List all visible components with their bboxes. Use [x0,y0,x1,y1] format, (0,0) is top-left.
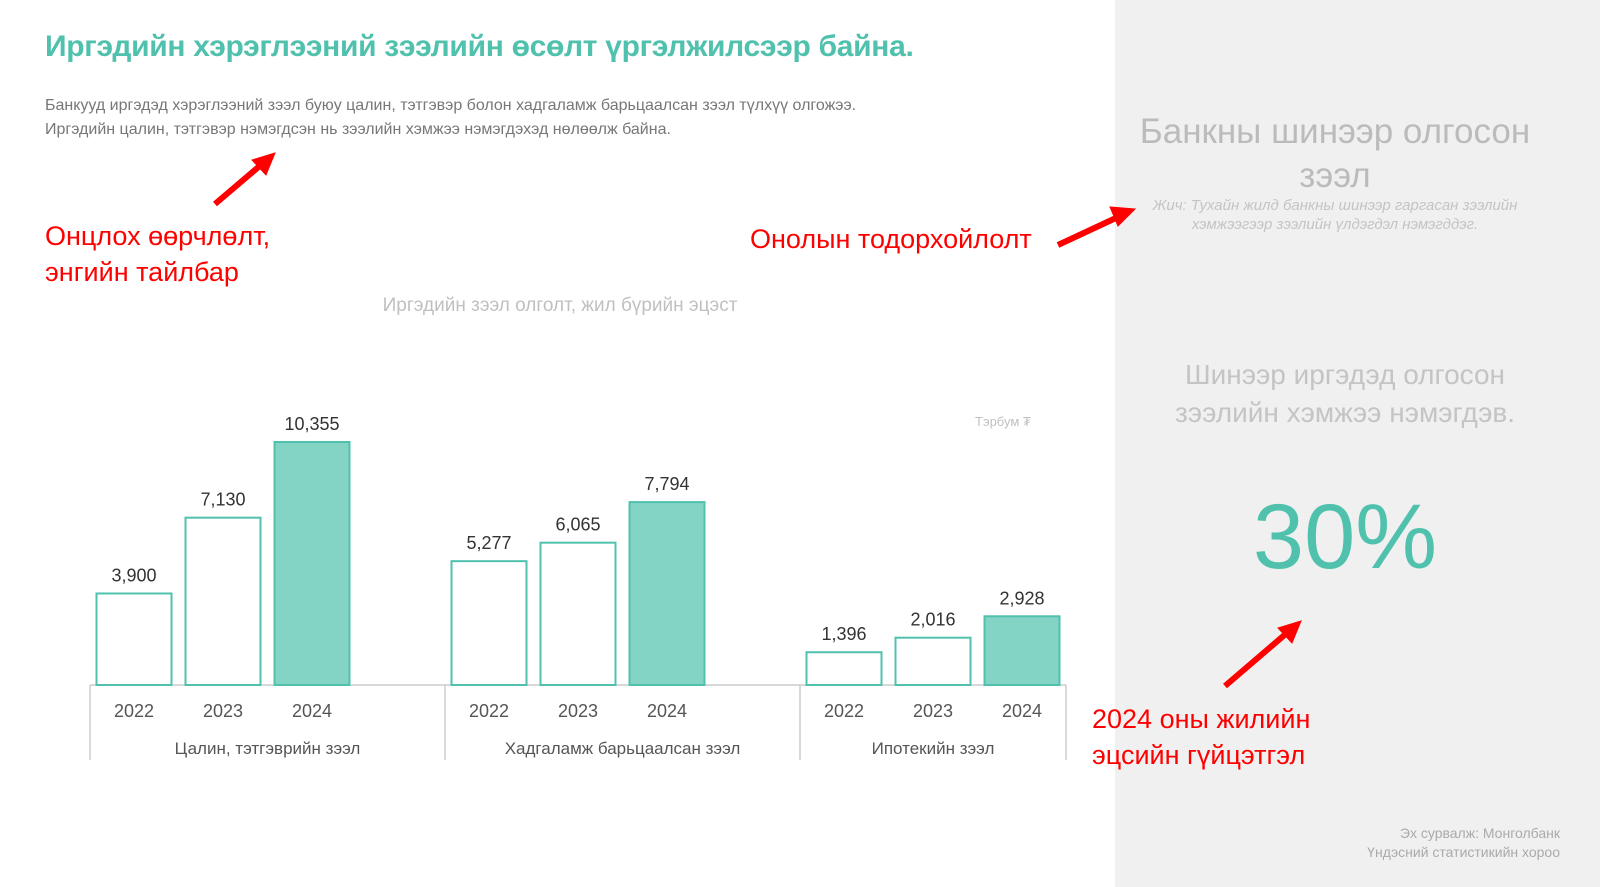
data-label: 1,396 [821,624,866,644]
bar [95,592,173,687]
bar [450,560,528,686]
annotation-middle: Онолын тодорхойлолт [750,224,1032,254]
source: Эх сурвалж: Монголбанк Үндэсний статисти… [1367,824,1560,862]
chart-title: Иргэдийн зээл олголт, жил бүрийн эцэст [382,295,738,316]
data-label: 7,794 [644,474,689,494]
category-label: Хадгаламж барьцаалсан зээл [505,739,741,758]
year-tick-label: 2023 [203,701,243,721]
panel-heading: Банкны шинээр олгосон зээл [1139,112,1531,195]
year-tick-label: 2022 [469,701,509,721]
source-line: Эх сурвалж: Монголбанк [1399,825,1560,841]
subtitle: Банкууд иргэдэд хэрэглээний зээл буюу ца… [45,94,856,142]
bar [805,651,883,686]
data-label: 10,355 [284,414,339,434]
panel-note: Жич: Тухайн жилд банкны шинээр гаргасан … [1152,197,1518,233]
bar [184,516,262,687]
year-tick-label: 2023 [913,701,953,721]
subtitle-line: Иргэдийн цалин, тэтгэвэр нэмэгдсэн нь зэ… [45,121,671,138]
panel-statement: Шинээр иргэдэд олгосон зээлийн хэмжээ нэ… [1174,359,1516,428]
data-label: 3,900 [111,565,156,585]
bar [539,541,617,686]
year-tick-label: 2024 [292,701,332,721]
subtitle-line: Банкууд иргэдэд хэрэглээний зээл буюу ца… [45,97,857,114]
source-line: Үндэсний статистикийн хороо [1367,844,1560,860]
data-label: 6,065 [555,515,600,535]
category-label: Ипотекийн зээл [872,739,995,758]
unit-label: Тэрбум ₮ [975,414,1031,429]
data-label: 2,016 [910,610,955,630]
arrow-icon [213,152,1302,689]
year-tick-label: 2024 [647,701,687,721]
bar [273,441,351,686]
bar [628,501,706,686]
growth-percent: 30% [1252,486,1438,588]
year-tick-label: 2023 [558,701,598,721]
annotation-left: Онцлох өөрчлөлт, энгийн тайлбар [45,218,270,290]
bar [894,636,972,686]
data-label: 7,130 [200,490,245,510]
year-tick-label: 2024 [1002,701,1042,721]
page-title: Иргэдийн хэрэглээний зээлийн өсөлт үргэл… [45,30,914,63]
category-label: Цалин, тэтгэврийн зээл [175,739,361,758]
right-panel [1115,0,1600,887]
data-label: 5,277 [466,533,511,553]
annotation-line: 2024 оны жилийн [1092,704,1311,734]
year-tick-label: 2022 [114,701,154,721]
annotation-line: энгийн тайлбар [45,257,239,287]
year-tick-label: 2022 [824,701,864,721]
annotation-line: эцсийн гүйцэтгэл [1092,740,1306,770]
data-label: 2,928 [999,588,1044,608]
annotation-bottom: 2024 оны жилийн эцсийн гүйцэтгэл [1092,701,1310,773]
bar [983,615,1061,686]
annotation-line: Онцлох өөрчлөлт, [45,221,271,251]
